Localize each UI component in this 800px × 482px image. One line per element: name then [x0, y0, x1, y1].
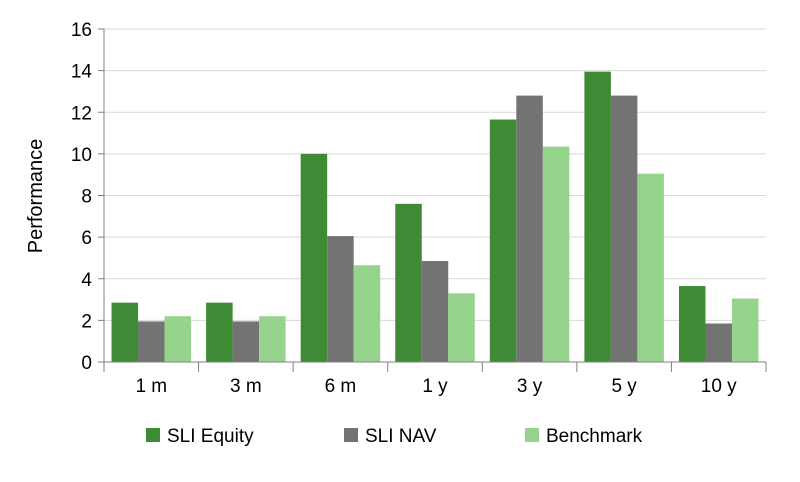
bar-benchmark-3m	[259, 316, 286, 362]
y-tick-label: 10	[71, 145, 92, 166]
bars	[111, 71, 759, 363]
bar-benchmark-1m	[164, 316, 192, 362]
bar-sli-nav-1m	[138, 321, 165, 362]
bar-sli-equity-1y	[395, 203, 422, 362]
y-tick-label: 4	[81, 270, 92, 291]
x-tick-labels: 1 m 3 m 6 m 1 y 3 y 5 y 10 y	[135, 376, 737, 397]
gridlines	[104, 28, 766, 321]
y-tick-label: 14	[71, 62, 93, 83]
legend-item-sli-nav: SLI NAV	[344, 426, 437, 447]
y-tick-label: 6	[81, 228, 92, 249]
y-tick-label: 2	[81, 311, 92, 332]
y-tick-label: 0	[81, 353, 92, 374]
bar-benchmark-1y	[448, 293, 475, 362]
bar-benchmark-3y	[542, 146, 570, 362]
y-tick-label: 8	[81, 187, 92, 208]
bar-sli-equity-5y	[584, 71, 611, 363]
x-tick-label: 6 m	[325, 376, 357, 397]
x-tick-label: 1 m	[135, 376, 167, 397]
legend: SLI Equity SLI NAV Benchmark	[146, 426, 643, 447]
legend-label: SLI NAV	[365, 426, 437, 447]
y-tick-label: 16	[71, 20, 92, 41]
bar-sli-equity-3y	[489, 119, 517, 362]
x-tick-label: 3 y	[517, 376, 543, 397]
axes	[98, 28, 767, 372]
bar-sli-nav-3y	[516, 95, 543, 362]
legend-item-benchmark: Benchmark	[525, 426, 643, 447]
legend-item-sli-equity: SLI Equity	[146, 426, 254, 447]
y-tick-label: 12	[71, 103, 92, 124]
legend-swatch	[525, 428, 539, 442]
bar-benchmark-6m	[353, 265, 381, 362]
legend-label: SLI Equity	[167, 426, 254, 447]
legend-swatch	[146, 428, 160, 442]
y-tick-labels: 0 2 4 6 8 10 12 14 16	[71, 20, 93, 374]
bar-sli-equity-6m	[300, 153, 328, 362]
bar-sli-equity-3m	[206, 302, 233, 362]
legend-swatch	[344, 428, 358, 442]
bar-sli-nav-10y	[705, 323, 732, 362]
bar-sli-nav-6m	[327, 236, 354, 362]
x-tick-label: 10 y	[701, 376, 737, 397]
y-axis-title: Performance	[25, 139, 47, 254]
bar-benchmark-5y	[637, 173, 664, 362]
bar-sli-nav-5y	[610, 95, 638, 362]
bar-benchmark-10y	[731, 298, 759, 362]
x-tick-label: 5 y	[611, 376, 637, 397]
x-tick-label: 3 m	[230, 376, 262, 397]
bar-sli-equity-10y	[678, 286, 706, 362]
bar-sli-nav-1y	[421, 261, 449, 362]
bar-sli-equity-1m	[111, 302, 139, 362]
legend-label: Benchmark	[546, 426, 643, 447]
bar-sli-nav-3m	[232, 321, 260, 362]
x-tick-label: 1 y	[422, 376, 448, 397]
